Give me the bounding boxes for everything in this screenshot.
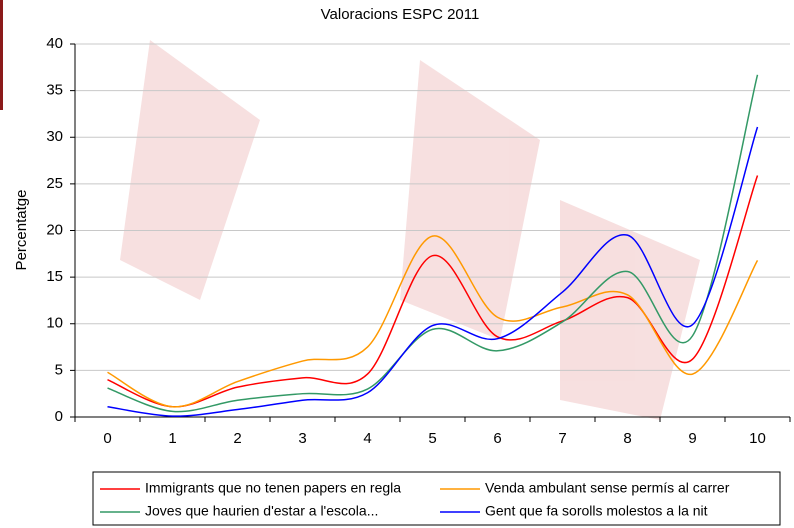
background-pattern: [120, 40, 700, 420]
y-tick-label: 40: [46, 35, 63, 52]
y-tick-label: 10: [46, 315, 63, 332]
legend-box: [92, 471, 781, 526]
y-tick-label: 35: [46, 82, 63, 99]
x-tick-label: 1: [168, 430, 176, 447]
x-tick-label: 8: [623, 430, 631, 447]
legend-label: Gent que fa sorolls molestos a la nit: [485, 503, 708, 519]
legend-label: Joves que haurien d'estar a l'escola...: [145, 503, 378, 519]
x-tick-label: 3: [298, 430, 306, 447]
y-tick-label: 5: [55, 361, 63, 378]
edge-strip: [0, 0, 3, 110]
series-line: [107, 126, 759, 417]
y-tick-label: 25: [46, 175, 63, 192]
x-tick-label: 6: [493, 430, 501, 447]
chart-title: Valoracions ESPC 2011: [321, 6, 480, 23]
series-line: [107, 74, 759, 413]
x-tick-label: 0: [103, 430, 111, 447]
x-tick-label: 4: [363, 430, 371, 447]
legend-label: Venda ambulant sense permís al carrer: [485, 480, 730, 496]
x-tick-label: 9: [688, 430, 696, 447]
y-tick-label: 15: [46, 268, 63, 285]
x-tick-label: 5: [428, 430, 436, 447]
y-axis-label: Percentatge: [13, 190, 30, 271]
x-tick-label: 2: [233, 430, 241, 447]
x-tick-label: 10: [749, 430, 766, 447]
y-tick-label: 0: [55, 408, 63, 425]
legend-label: Immigrants que no tenen papers en regla: [145, 480, 401, 496]
series-line: [107, 235, 759, 408]
y-tick-label: 30: [46, 128, 63, 145]
y-tick-label: 20: [46, 221, 63, 238]
series-line: [107, 175, 759, 408]
x-tick-label: 7: [558, 430, 566, 447]
